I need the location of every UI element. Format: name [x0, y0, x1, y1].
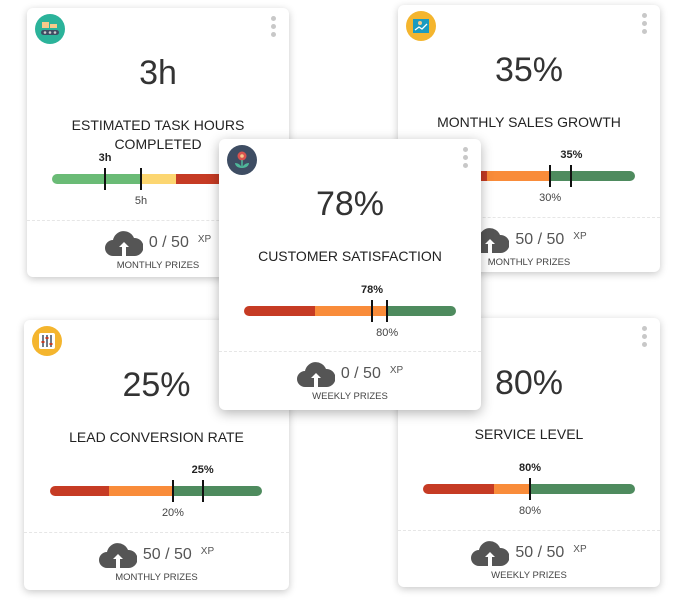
xp-unit: XP	[197, 233, 212, 245]
more-options-icon[interactable]	[642, 326, 648, 347]
xp-count: 0 / 50	[148, 234, 189, 251]
prize-period: MONTHLY PRIZES	[116, 260, 200, 271]
kpi-title: ESTIMATED TASK HOURS COMPLETED	[71, 117, 245, 152]
xp-unit: XP	[573, 543, 587, 555]
kpi-value: 35%	[494, 51, 564, 89]
kpi-card-sales-growth[interactable]: 35% MONTHLY SALES GROWTH 35% 30% 50 / 50…	[398, 5, 660, 272]
cloud-upload-icon	[104, 231, 143, 256]
bar-value-label: 80%	[519, 462, 542, 474]
prize-period: WEEKLY PRIZES	[312, 391, 388, 402]
xp-count: 0 / 50	[340, 365, 381, 382]
prize-period: MONTHLY PRIZES	[115, 572, 198, 583]
kpi-value: 25%	[122, 366, 191, 404]
xp-row: 50 / 50 XP	[398, 540, 660, 566]
flower-icon	[227, 145, 257, 175]
kpi-title: LEAD CONVERSION RATE	[69, 429, 244, 445]
cloud-upload-icon	[98, 543, 137, 568]
value-marker	[104, 168, 106, 190]
prize-period: MONTHLY PRIZES	[487, 257, 571, 268]
xp-row: 50 / 50 XP	[24, 542, 289, 568]
bar-value-label: 35%	[560, 149, 583, 161]
xp-row: 0 / 50 XP	[219, 361, 481, 387]
xp-count: 50 / 50	[515, 231, 565, 248]
target-marker	[140, 168, 143, 190]
progress-bar: 78% 80%	[244, 284, 456, 339]
xp-row: 0 / 50 XP	[27, 230, 289, 256]
xp-unit: XP	[200, 545, 215, 557]
kpi-value: 3h	[139, 54, 177, 92]
bar-target-label: 80%	[376, 327, 399, 339]
sliders-icon	[32, 326, 62, 356]
more-options-icon[interactable]	[642, 13, 648, 34]
kpi-title: MONTHLY SALES GROWTH	[437, 114, 621, 130]
kpi-value: 80%	[494, 364, 564, 402]
kpi-value: 78%	[315, 185, 385, 223]
value-marker	[529, 478, 532, 500]
bar-target-label: 5h	[134, 195, 148, 207]
divider	[398, 530, 660, 531]
bar-value-label: 78%	[361, 284, 384, 296]
cloud-upload-icon	[296, 362, 335, 387]
conveyor-icon	[35, 14, 65, 44]
kpi-title: SERVICE LEVEL	[474, 426, 584, 442]
divider	[219, 351, 481, 352]
progress-bar: 25% 20%	[50, 464, 262, 519]
xp-count: 50 / 50	[142, 546, 192, 563]
bar-target-label: 80%	[519, 505, 542, 517]
target-marker	[549, 165, 552, 187]
chart-board-icon	[406, 11, 436, 41]
cloud-upload-icon	[471, 541, 510, 566]
xp-unit: XP	[389, 364, 404, 376]
divider	[398, 217, 660, 218]
kpi-card-customer-satisfaction[interactable]: 78% CUSTOMER SATISFACTION 78% 80% 0 / 50…	[219, 139, 481, 410]
prize-period: WEEKLY PRIZES	[491, 570, 567, 581]
value-marker	[371, 300, 374, 322]
value-marker	[570, 165, 573, 187]
xp-unit: XP	[573, 230, 587, 242]
bar-value-label: 25%	[191, 464, 214, 476]
value-marker	[201, 480, 204, 502]
target-marker	[171, 480, 174, 502]
more-options-icon[interactable]	[463, 147, 469, 168]
bar-target-label: 20%	[161, 507, 184, 519]
kpi-title: CUSTOMER SATISFACTION	[258, 248, 442, 264]
divider	[27, 220, 289, 221]
bar-target-label: 30%	[539, 192, 562, 204]
bar-value-label: 3h	[98, 152, 112, 164]
divider	[24, 532, 289, 533]
progress-bar: 80% 80%	[423, 462, 635, 517]
xp-count: 50 / 50	[515, 544, 565, 561]
target-marker	[386, 300, 389, 322]
more-options-icon[interactable]	[271, 16, 277, 37]
